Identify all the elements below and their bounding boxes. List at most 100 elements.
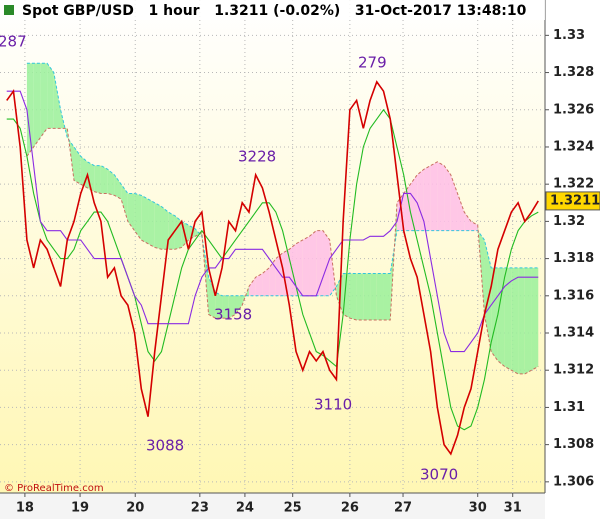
- cloud-segment: [228, 295, 236, 319]
- cloud-segment: [289, 243, 297, 296]
- cloud-segment: [343, 273, 350, 319]
- cloud-segment: [127, 193, 135, 231]
- y-tick-label: 1.308: [553, 437, 594, 452]
- annotation: 279: [358, 54, 387, 72]
- cloud-segment: [235, 295, 243, 315]
- x-tick-label: 20: [126, 501, 144, 516]
- indicator-line: [6, 90, 539, 353]
- cloud-segment: [356, 273, 364, 320]
- cloud-segment: [33, 63, 41, 147]
- cloud-segment: [40, 63, 48, 138]
- cloud-segment: [316, 230, 323, 296]
- y-tick-label: 1.322: [553, 177, 594, 192]
- annotation: 3070: [420, 466, 458, 484]
- cloud-segment: [255, 273, 263, 296]
- y-tick-label: 1.31: [553, 400, 585, 415]
- cloud-segment: [215, 292, 223, 319]
- cloud-segment: [121, 184, 128, 222]
- y-tick-label: 1.314: [553, 326, 594, 341]
- cloud-segment: [363, 273, 371, 320]
- cloud-segment: [141, 195, 149, 244]
- annotation: 3228: [238, 148, 276, 166]
- title-icon: [4, 5, 14, 15]
- cloud-segment: [47, 63, 54, 129]
- cloud-segment: [134, 193, 142, 240]
- annotation: 3088: [146, 437, 184, 455]
- annotation: 3158: [214, 306, 252, 324]
- x-tick-label: 18: [16, 501, 34, 516]
- y-tick-label: 1.328: [553, 65, 594, 80]
- y-tick-label: 1.32: [553, 214, 585, 229]
- cloud-segment: [74, 146, 81, 185]
- cloud-segment: [296, 239, 303, 296]
- cloud-segment: [531, 267, 539, 371]
- cloud-segment: [383, 273, 391, 320]
- cloud-segment: [26, 63, 34, 157]
- cloud-segment: [148, 199, 155, 248]
- cloud-segment: [423, 165, 431, 231]
- cloud-segment: [349, 273, 357, 320]
- cloud-segment: [282, 249, 290, 296]
- cloud-segment: [322, 230, 330, 296]
- cloud-segment: [275, 253, 283, 296]
- chart-title: Spot GBP/USD 1 hour 1.3211 (-0.02%) 31-O…: [22, 3, 527, 19]
- price-line: [6, 80, 539, 456]
- cloud-segment: [410, 174, 418, 231]
- cloud-segment: [403, 184, 411, 231]
- cloud-segment: [161, 206, 169, 250]
- last-value-label: 1.3211: [550, 193, 600, 208]
- y-tick-label: 1.326: [553, 102, 594, 117]
- y-tick-label: 1.324: [553, 139, 594, 154]
- cloud-segment: [208, 277, 216, 319]
- cloud-segment: [376, 273, 384, 320]
- cloud-segment: [444, 165, 451, 231]
- title-bar: [0, 0, 545, 20]
- last-value-box: [545, 191, 600, 211]
- x-axis-background: [0, 493, 545, 519]
- cloud-segment: [222, 295, 229, 319]
- cloud-segment: [114, 174, 122, 200]
- cloud-segment: [484, 239, 492, 352]
- footer: © ProRealTime.com: [4, 483, 104, 494]
- x-tick-label: 19: [71, 501, 89, 516]
- cloud-segment: [269, 258, 276, 296]
- cloud-segment: [430, 161, 438, 231]
- cloud-segment: [107, 169, 115, 196]
- y-tick-label: 1.33: [553, 28, 585, 43]
- y-tick-label: 1.316: [553, 288, 594, 303]
- cloud-edge: [26, 62, 539, 297]
- cloud-segment: [262, 267, 270, 296]
- annotation: 287: [0, 33, 27, 51]
- cloud-segment: [168, 212, 175, 250]
- y-tick-label: 1.312: [553, 363, 594, 378]
- cloud-segment: [370, 273, 377, 320]
- x-tick-label: 30: [469, 501, 487, 516]
- annotation: 3110: [314, 396, 352, 414]
- y-tick-label: 1.318: [553, 251, 594, 266]
- x-tick-label: 25: [284, 501, 302, 516]
- cloud-segment: [464, 212, 471, 231]
- x-tick-label: 27: [394, 501, 412, 516]
- cloud-segment: [100, 165, 108, 194]
- cloud-segment: [302, 236, 310, 296]
- cloud-segment: [511, 267, 519, 374]
- cloud-segment: [53, 72, 61, 129]
- cloud-segment: [309, 230, 317, 296]
- y-axis-background: [545, 0, 600, 519]
- cloud-segment: [248, 277, 256, 296]
- y-tick-label: 1.306: [553, 474, 594, 489]
- cloud-segment: [524, 267, 532, 374]
- cloud-segment: [437, 161, 445, 231]
- cloud-segment: [154, 202, 162, 250]
- plot-background: [0, 0, 545, 493]
- cloud-segment: [457, 193, 465, 231]
- x-tick-label: 31: [504, 501, 522, 516]
- cloud-segment: [470, 221, 478, 231]
- cloud-segment: [518, 267, 525, 374]
- cloud-segment: [94, 165, 101, 194]
- cloud-segment: [417, 169, 424, 231]
- x-tick-label: 26: [341, 501, 359, 516]
- indicator-line: [6, 108, 539, 431]
- cloud-segment: [174, 215, 182, 250]
